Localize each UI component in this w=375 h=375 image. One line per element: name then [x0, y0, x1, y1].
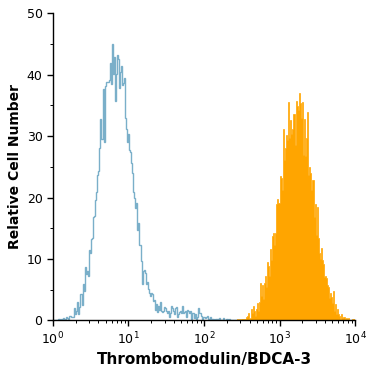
X-axis label: Thrombomodulin/BDCA-3: Thrombomodulin/BDCA-3	[96, 352, 312, 367]
Y-axis label: Relative Cell Number: Relative Cell Number	[8, 84, 22, 249]
